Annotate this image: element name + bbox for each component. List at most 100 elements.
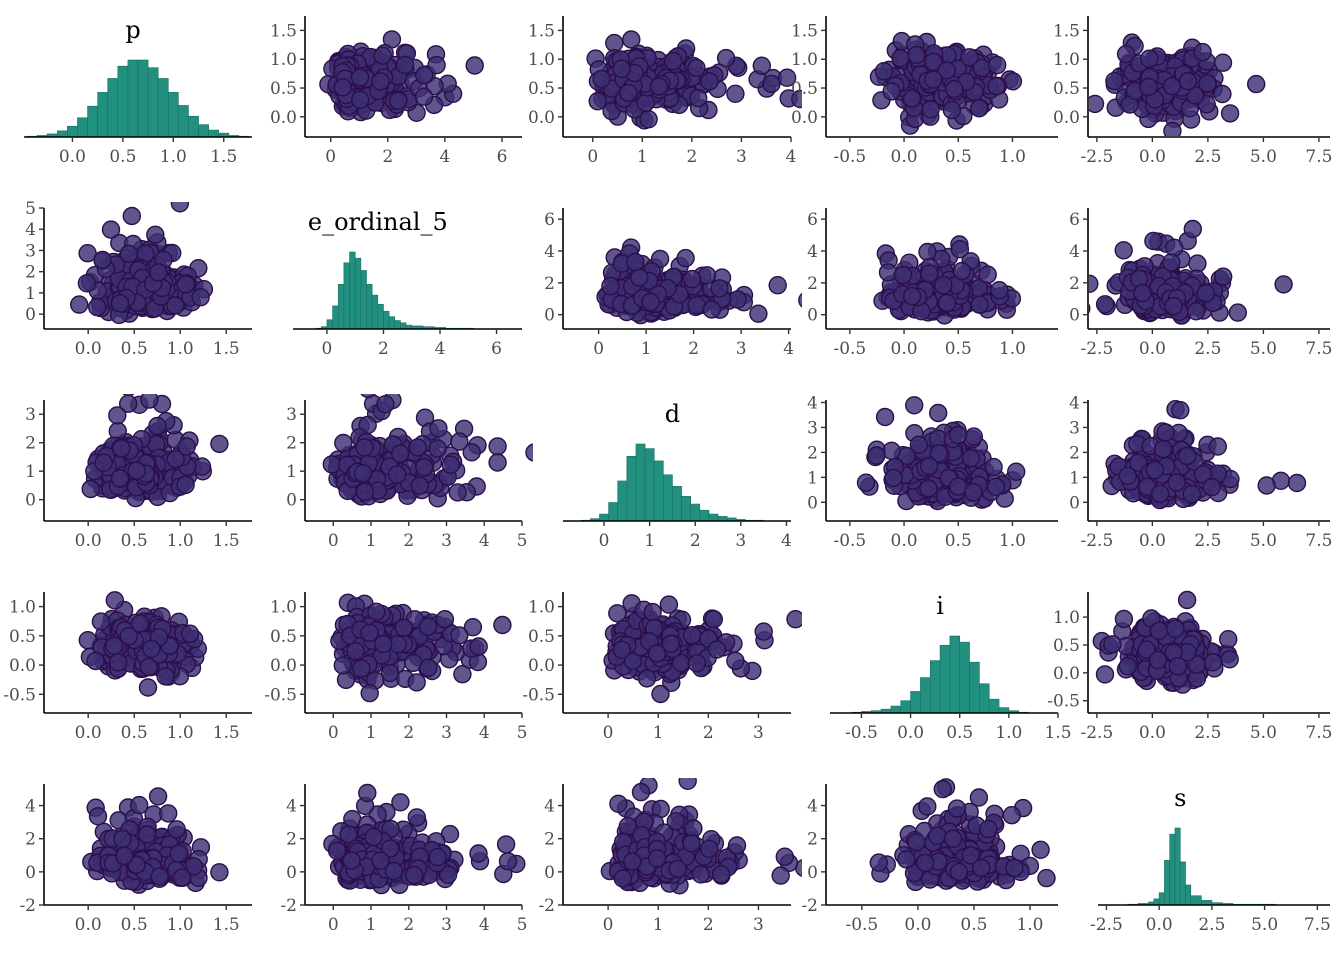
scatter-point [346, 641, 365, 661]
scatter-point [429, 419, 448, 438]
scatter-point [798, 292, 802, 308]
scatter-point [139, 657, 159, 677]
x-tick-label: 7.5 [1305, 723, 1332, 743]
y-tick-label: 1.0 [528, 598, 555, 618]
x-tick-label: 2 [688, 339, 699, 359]
histogram-bar [617, 480, 628, 522]
scatter-point [600, 182, 617, 199]
histogram-bar [959, 641, 970, 714]
x-tick-label: -2.5 [1080, 339, 1113, 359]
x-tick-label: 0.0 [1139, 531, 1166, 551]
scatter-point [404, 865, 424, 885]
y-tick-label: 0.5 [1053, 79, 1080, 99]
x-tick-label: 0.0 [75, 915, 102, 935]
y-tick-label: 1.5 [270, 21, 297, 41]
scatter-point [948, 425, 968, 445]
scatter-point [1186, 302, 1206, 321]
scatter-point [122, 394, 135, 397]
scatter-point [415, 65, 434, 85]
x-tick-label: 1.0 [167, 531, 194, 551]
scatter-point [1213, 53, 1233, 72]
scatter-point [647, 849, 667, 868]
x-tick-label: -2.5 [1080, 531, 1113, 551]
scatter-point [1178, 71, 1198, 91]
y-tick-label: 4 [807, 393, 818, 413]
scatter-points [322, 394, 533, 508]
scatter-points [1102, 400, 1307, 510]
scatter-point [1287, 473, 1307, 493]
scatter-point [469, 637, 488, 656]
scatter-point [415, 458, 434, 477]
y-tick-label: 0.0 [270, 108, 297, 128]
histogram-bar [681, 496, 691, 522]
x-tick-label: -2.5 [1080, 147, 1113, 167]
x-tick-label: 2.5 [1194, 147, 1221, 167]
scatter-point [119, 244, 139, 264]
scatter-point [1144, 231, 1163, 251]
scatter-point [388, 465, 407, 484]
scatter-point [108, 406, 127, 425]
x-tick-label: 1.0 [160, 147, 187, 167]
y-tick-label: 4 [1069, 242, 1080, 262]
y-tick-label: 1 [25, 284, 36, 304]
scatter-point [986, 477, 1006, 496]
x-tick-label: 2 [403, 915, 414, 935]
scatter-point [676, 248, 695, 268]
x-tick-label: 3 [753, 915, 764, 935]
y-tick-label: 1.0 [528, 50, 555, 70]
y-tick-label: 5 [25, 199, 36, 219]
scatter-point [668, 859, 687, 879]
scatter-point [702, 300, 721, 319]
scatter-point [1089, 274, 1099, 293]
scatter-point [592, 69, 611, 89]
histogram-bar [77, 117, 88, 138]
scatter-point [867, 446, 886, 465]
histogram-bar [56, 130, 68, 138]
histogram-bar [127, 59, 139, 138]
scatter-points [856, 396, 1026, 511]
scatter-point [697, 266, 717, 285]
scatter-point [488, 437, 507, 456]
scatter-point [636, 93, 655, 113]
scatter-point [651, 684, 670, 704]
x-tick-label: 1.0 [167, 723, 194, 743]
scatter-point [711, 865, 731, 884]
x-tick-label: 0.0 [1139, 147, 1166, 167]
scatter-point [762, 74, 781, 94]
scatter-point [905, 396, 924, 415]
y-tick-label: 0.0 [9, 656, 36, 676]
scatter-point [1145, 461, 1165, 480]
scatter-point [138, 678, 158, 697]
x-tick-label: 5.0 [1251, 915, 1278, 935]
scatter-point [69, 295, 89, 314]
y-tick-label: 3 [807, 418, 818, 438]
scatter-point [112, 439, 131, 458]
x-tick-label: -2.5 [1080, 723, 1113, 743]
scatter-point [176, 275, 195, 294]
y-tick-label: 2 [807, 443, 818, 463]
x-tick-label: 0.0 [891, 531, 918, 551]
scatter-point [408, 438, 427, 457]
y-tick-label: 0.5 [270, 627, 297, 647]
scatter-point [1162, 253, 1181, 272]
scatter-point [358, 783, 377, 803]
x-tick-label: 0.0 [897, 723, 924, 743]
y-tick-label: 2 [544, 830, 555, 850]
scatter-point [882, 441, 901, 460]
x-tick-label: 0.5 [121, 531, 148, 551]
scatter-point [101, 220, 121, 239]
scatter-point [453, 665, 472, 684]
histogram-bar [626, 456, 637, 522]
scatter-point [428, 439, 447, 458]
scatter-point [389, 91, 408, 111]
scatter-points [319, 30, 484, 123]
histogram-panel-e_ordinal_5: 0 2 4 6e_ordinal_5 [293, 208, 522, 359]
scatter-point [210, 863, 229, 882]
scatter-point [1220, 104, 1240, 123]
scatter-point [678, 778, 697, 790]
y-tick-label: 1 [807, 468, 818, 488]
scatter-point [108, 653, 128, 672]
x-tick-label: 0.5 [945, 531, 972, 551]
scatter-points [82, 787, 229, 894]
scatter-point [649, 181, 666, 198]
